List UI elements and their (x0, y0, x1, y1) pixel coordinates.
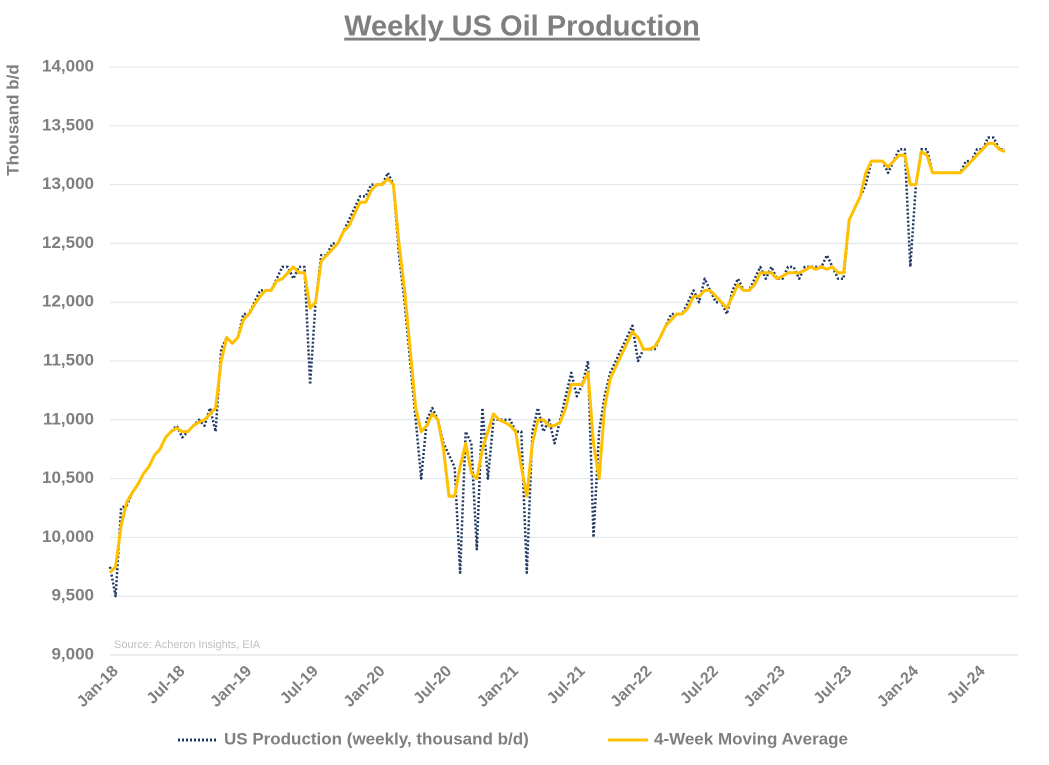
x-tick-label: Jul-19 (277, 663, 322, 708)
source-note: Source: Acheron Insights, EIA (114, 639, 261, 651)
y-tick-label: 12,000 (42, 292, 94, 311)
x-tick-label: Jul-21 (544, 663, 589, 708)
x-tick-label: Jul-23 (811, 663, 856, 708)
y-tick-label: 14,000 (42, 56, 94, 75)
chart-title: Weekly US Oil Production (344, 11, 700, 43)
y-tick-label: 9,500 (51, 586, 94, 605)
x-tick-label: Jan-19 (207, 663, 255, 711)
y-tick-label: 11,500 (43, 350, 94, 369)
y-tick-label: 13,500 (42, 115, 94, 134)
x-tick-label: Jul-24 (944, 663, 989, 708)
y-tick-label: 10,000 (42, 527, 94, 546)
y-tick-label: 11,000 (43, 409, 94, 428)
x-tick-label: Jan-20 (341, 663, 389, 711)
x-tick-label: Jan-23 (741, 663, 789, 711)
x-tick-label: Jul-22 (677, 663, 722, 708)
y-tick-label: 12,500 (42, 233, 94, 252)
y-tick-label: 10,500 (42, 468, 94, 487)
y-axis-label: Thousand b/d (3, 64, 22, 175)
legend-label: US Production (weekly, thousand b/d) (224, 729, 529, 748)
x-tick-label: Jan-22 (607, 663, 655, 711)
y-tick-label: 9,000 (51, 644, 94, 663)
x-tick-label: Jan-24 (874, 663, 922, 711)
x-tick-label: Jul-18 (144, 663, 189, 708)
x-tick-label: Jan-18 (74, 663, 122, 711)
series-line (108, 141, 1006, 574)
legend-label: 4-Week Moving Average (654, 729, 848, 748)
x-tick-label: Jan-21 (474, 663, 522, 711)
y-tick-label: 13,000 (42, 174, 94, 193)
series-line (108, 136, 1005, 598)
x-tick-label: Jul-20 (411, 663, 456, 708)
